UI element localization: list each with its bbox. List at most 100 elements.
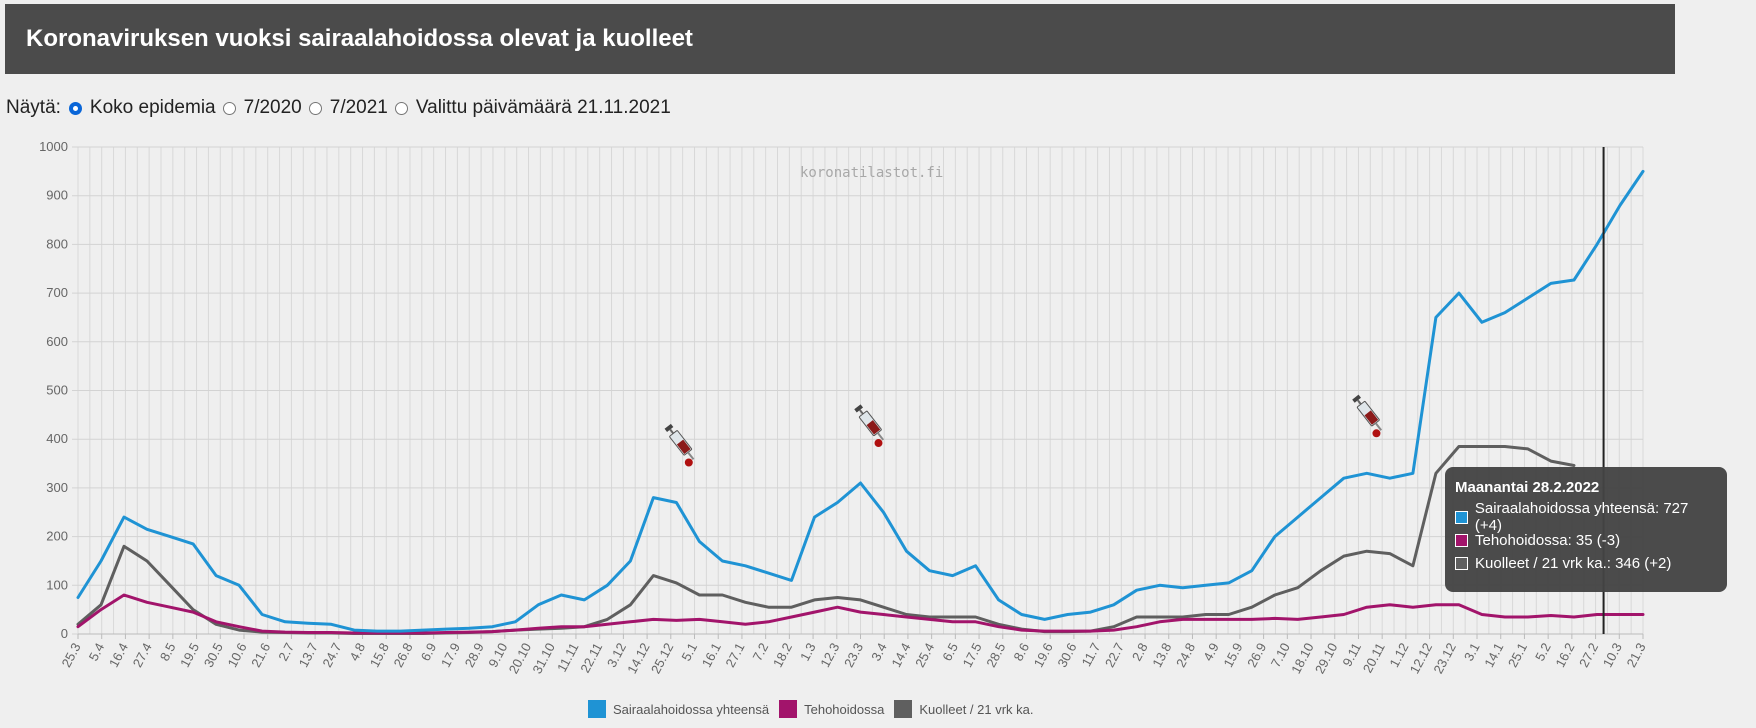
x-tick-label: 4.8: [346, 640, 368, 663]
x-tick-label: 23.3: [841, 640, 866, 669]
x-tick-label: 15.9: [1220, 640, 1245, 669]
x-tick-label: 24.7: [319, 640, 344, 669]
x-tick-label: 1.3: [797, 640, 819, 663]
series-line-icu: [76, 593, 1645, 635]
radio-option-selected-date[interactable]: Valittu päivämäärä 21.11.2021: [394, 97, 671, 119]
radio-option-7-2021[interactable]: 7/2021: [308, 97, 388, 119]
y-tick-label: 100: [46, 577, 68, 592]
x-tick-label: 13.8: [1149, 640, 1174, 669]
x-tick-label: 27.2: [1576, 640, 1601, 669]
x-tick-label: 25.1: [1505, 640, 1530, 669]
x-tick-label: 5.2: [1532, 640, 1554, 663]
x-tick-label: 21.3: [1624, 640, 1649, 669]
x-tick-label: 6.9: [418, 640, 440, 663]
x-tick-label: 27.1: [722, 640, 747, 669]
watermark: koronatilastot.fi: [800, 165, 944, 181]
x-tick-label: 3.1: [1461, 640, 1483, 663]
x-tick-label: 28.5: [983, 640, 1008, 669]
legend-label-icu: Tehohoidossa: [804, 701, 885, 717]
x-tick-label: 26.8: [390, 640, 415, 669]
syringe-icon: [1352, 394, 1383, 431]
legend-swatch-deaths: [894, 700, 913, 718]
y-tick-label: 0: [61, 626, 68, 641]
x-tick-label: 22.7: [1102, 640, 1127, 669]
x-tick-label: 30.6: [1054, 640, 1079, 669]
x-tick-label: 25.3: [59, 640, 84, 669]
radio-label-7-2020: 7/2020: [243, 97, 302, 118]
x-tick-label: 19.6: [1031, 640, 1056, 669]
tooltip-swatch-icu: [1455, 533, 1468, 547]
y-tick-label: 200: [46, 529, 68, 544]
radio-button-whole-epidemic[interactable]: [68, 101, 82, 115]
radio-option-whole-epidemic[interactable]: Koko epidemia: [68, 97, 216, 119]
x-tick-label: 5.4: [86, 640, 108, 663]
x-tick-label: 7.2: [750, 640, 772, 663]
x-tick-label: 2.8: [1129, 640, 1151, 663]
x-tick-label: 8.6: [1010, 640, 1032, 663]
x-tick-label: 31.10: [529, 640, 558, 676]
blood-drop-icon: [874, 439, 883, 448]
x-tick-label: 9.11: [1339, 640, 1364, 669]
tooltip-swatch-hospital: [1455, 510, 1468, 524]
chart-tooltip: Maanantai 28.2.2022 Sairaalahoidossa yht…: [1445, 467, 1727, 592]
x-tick-label: 18.2: [770, 640, 795, 669]
x-tick-label: 2.7: [275, 640, 297, 663]
x-tick-label: 10.6: [225, 640, 250, 669]
x-tick-label: 14.4: [888, 640, 913, 669]
x-tick-label: 16.2: [1552, 640, 1577, 669]
x-tick-label: 20.11: [1360, 640, 1388, 675]
tooltip-text-hospital: Sairaalahoidossa yhteensä: 727 (+4): [1474, 500, 1689, 534]
tooltip-row-hospital: Sairaalahoidossa yhteensä: 727 (+4): [1455, 500, 1717, 534]
x-tick-label: 19.5: [177, 640, 202, 669]
x-tick-label: 4.9: [1200, 640, 1222, 663]
syringe-icon: [854, 404, 885, 441]
legend-label-deaths: Kuolleet / 21 vrk ka.: [919, 701, 1034, 717]
y-tick-label: 800: [46, 236, 68, 251]
x-tick-label: 16.4: [106, 640, 131, 669]
x-tick-label: 22.11: [577, 640, 605, 675]
syringe-icon: [664, 423, 695, 461]
range-selector: Näytä: Koko epidemia 7/2020 7/2021 Valit…: [6, 95, 678, 121]
tooltip-row-deaths: Kuolleet / 21 vrk ka.: 346 (+2): [1455, 553, 1717, 573]
x-tick-label: 24.8: [1173, 640, 1198, 669]
x-tick-label: 23.12: [1430, 640, 1459, 676]
radio-button-7-2020[interactable]: [222, 101, 236, 115]
x-tick-label: 17.9: [438, 640, 463, 669]
x-tick-label: 25.12: [648, 640, 677, 676]
x-tick-label: 14.12: [624, 640, 653, 676]
x-tick-label: 12.12: [1407, 640, 1436, 676]
y-tick-label: 300: [46, 480, 68, 495]
x-tick-label: 6.5: [939, 640, 961, 663]
tooltip-title: Maanantai 28.2.2022: [1455, 479, 1600, 496]
series-line-hospital: [76, 169, 1645, 633]
range-label: Näytä:: [6, 97, 61, 118]
y-tick-label: 900: [46, 188, 68, 203]
x-tick-label: 28.9: [462, 640, 487, 669]
legend-item-hospital[interactable]: Sairaalahoidossa yhteensä: [588, 700, 769, 718]
x-tick-label: 10.3: [1600, 640, 1625, 669]
x-tick-label: 3.4: [868, 640, 890, 663]
chart-legend: Sairaalahoidossa yhteensä Tehohoidossa K…: [0, 700, 1756, 718]
x-tick-label: 26.9: [1244, 640, 1269, 669]
tooltip-row-icu: Tehohoidossa: 35 (-3): [1455, 530, 1717, 550]
x-tick-label: 27.4: [130, 640, 155, 669]
blood-drop-icon: [684, 458, 693, 467]
x-tick-label: 5.1: [678, 640, 700, 663]
radio-button-selected-date[interactable]: [394, 101, 408, 115]
y-tick-label: 400: [46, 431, 68, 446]
y-tick-label: 1000: [39, 139, 68, 154]
radio-option-7-2020[interactable]: 7/2020: [222, 97, 302, 119]
tooltip-text-icu: Tehohoidossa: 35 (-3): [1475, 531, 1621, 549]
legend-label-hospital: Sairaalahoidossa yhteensä: [613, 701, 770, 717]
header-bar: Koronaviruksen vuoksi sairaalahoidossa o…: [5, 4, 1675, 74]
tooltip-text-deaths: Kuolleet / 21 vrk ka.: 346 (+2): [1475, 554, 1672, 572]
radio-button-7-2021[interactable]: [308, 101, 322, 115]
legend-item-deaths[interactable]: Kuolleet / 21 vrk ka.: [894, 700, 1034, 718]
x-tick-label: 12.3: [817, 640, 842, 669]
y-tick-label: 500: [46, 383, 68, 398]
legend-swatch-hospital: [588, 700, 606, 718]
x-tick-label: 16.1: [699, 640, 724, 669]
y-tick-label: 600: [46, 334, 68, 349]
legend-item-icu[interactable]: Tehohoidossa: [779, 700, 884, 718]
